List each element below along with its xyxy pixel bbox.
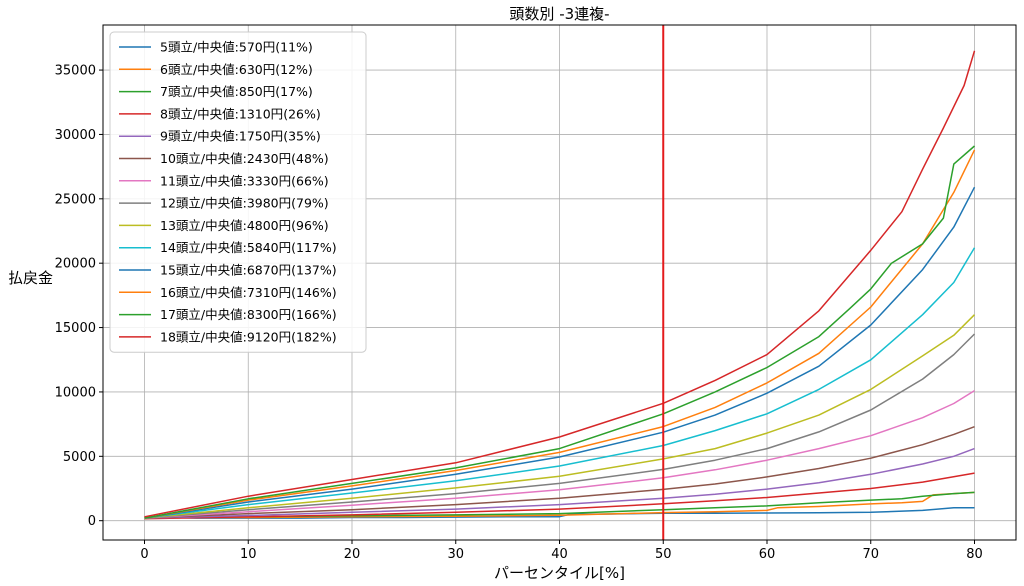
series-lines bbox=[144, 50, 976, 520]
x-axis-ticks: 0 10 20 30 40 50 60 70 80 bbox=[140, 540, 983, 562]
y-axis-label: 払戻金 bbox=[8, 269, 53, 287]
y-axis-ticks: 0 5000 10000 15000 20000 25000 30000 35000 bbox=[55, 64, 103, 529]
series-line-4 bbox=[144, 472, 975, 520]
legend-entry: 9頭立/中央値:1750円(35%) bbox=[160, 129, 321, 144]
x-tick-label: 30 bbox=[447, 547, 464, 562]
y-tick-label: 25000 bbox=[55, 192, 96, 207]
legend-entry: 5頭立/中央値:570円(11%) bbox=[160, 40, 313, 55]
x-tick-label: 70 bbox=[862, 547, 879, 562]
legend-entry: 16頭立/中央値:7310円(146%) bbox=[160, 285, 337, 300]
y-tick-label: 10000 bbox=[55, 385, 96, 400]
x-tick-label: 10 bbox=[240, 547, 257, 562]
x-tick-label: 40 bbox=[551, 547, 568, 562]
y-tick-label: 0 bbox=[88, 514, 96, 529]
legend-entry: 18頭立/中央値:9120円(182%) bbox=[160, 329, 337, 344]
series-line-10 bbox=[144, 247, 976, 519]
series-line-9 bbox=[144, 314, 976, 519]
x-tick-label: 0 bbox=[140, 547, 148, 562]
legend-entry: 8頭立/中央値:1310円(26%) bbox=[160, 106, 321, 121]
series-line-7 bbox=[144, 389, 975, 519]
x-tick-label: 20 bbox=[344, 547, 361, 562]
y-tick-label: 35000 bbox=[55, 64, 96, 79]
legend-entry: 12頭立/中央値:3980円(79%) bbox=[160, 196, 329, 211]
y-tick-label: 15000 bbox=[55, 321, 96, 336]
legend-entry: 11頭立/中央値:3330円(66%) bbox=[160, 173, 329, 188]
legend-entry: 13頭立/中央値:4800円(96%) bbox=[160, 218, 329, 233]
legend-entry: 10頭立/中央値:2430円(48%) bbox=[160, 151, 329, 166]
legend-entry: 15頭立/中央値:6870円(137%) bbox=[160, 263, 337, 278]
x-tick-label: 80 bbox=[966, 547, 983, 562]
series-line-13 bbox=[144, 145, 975, 519]
series-line-11 bbox=[144, 186, 976, 519]
series-line-6 bbox=[144, 425, 975, 519]
series-line-5 bbox=[144, 447, 975, 519]
legend-entry: 7頭立/中央値:850円(17%) bbox=[160, 84, 313, 99]
legend-entry: 14頭立/中央値:5840円(117%) bbox=[160, 240, 337, 255]
y-tick-label: 20000 bbox=[55, 257, 96, 272]
legend-box bbox=[109, 31, 367, 353]
series-line-14 bbox=[144, 50, 976, 518]
chart-title: 頭数別 -3連複- bbox=[509, 5, 609, 23]
x-tick-label: 50 bbox=[655, 547, 672, 562]
x-axis-label: パーセンタイル[%] bbox=[494, 564, 625, 582]
series-line-2 bbox=[144, 491, 975, 519]
y-tick-label: 30000 bbox=[55, 128, 96, 143]
series-line-3 bbox=[144, 491, 975, 519]
series-line-8 bbox=[144, 333, 976, 519]
x-tick-label: 60 bbox=[759, 547, 776, 562]
legend-entry: 17頭立/中央値:8300円(166%) bbox=[160, 307, 337, 322]
y-tick-label: 5000 bbox=[63, 450, 96, 465]
legend: 5頭立/中央値:570円(11%) 6頭立/中央値:630円(12%) 7頭立/中央… bbox=[109, 31, 367, 353]
legend-entry: 6頭立/中央値:630円(12%) bbox=[160, 62, 313, 77]
